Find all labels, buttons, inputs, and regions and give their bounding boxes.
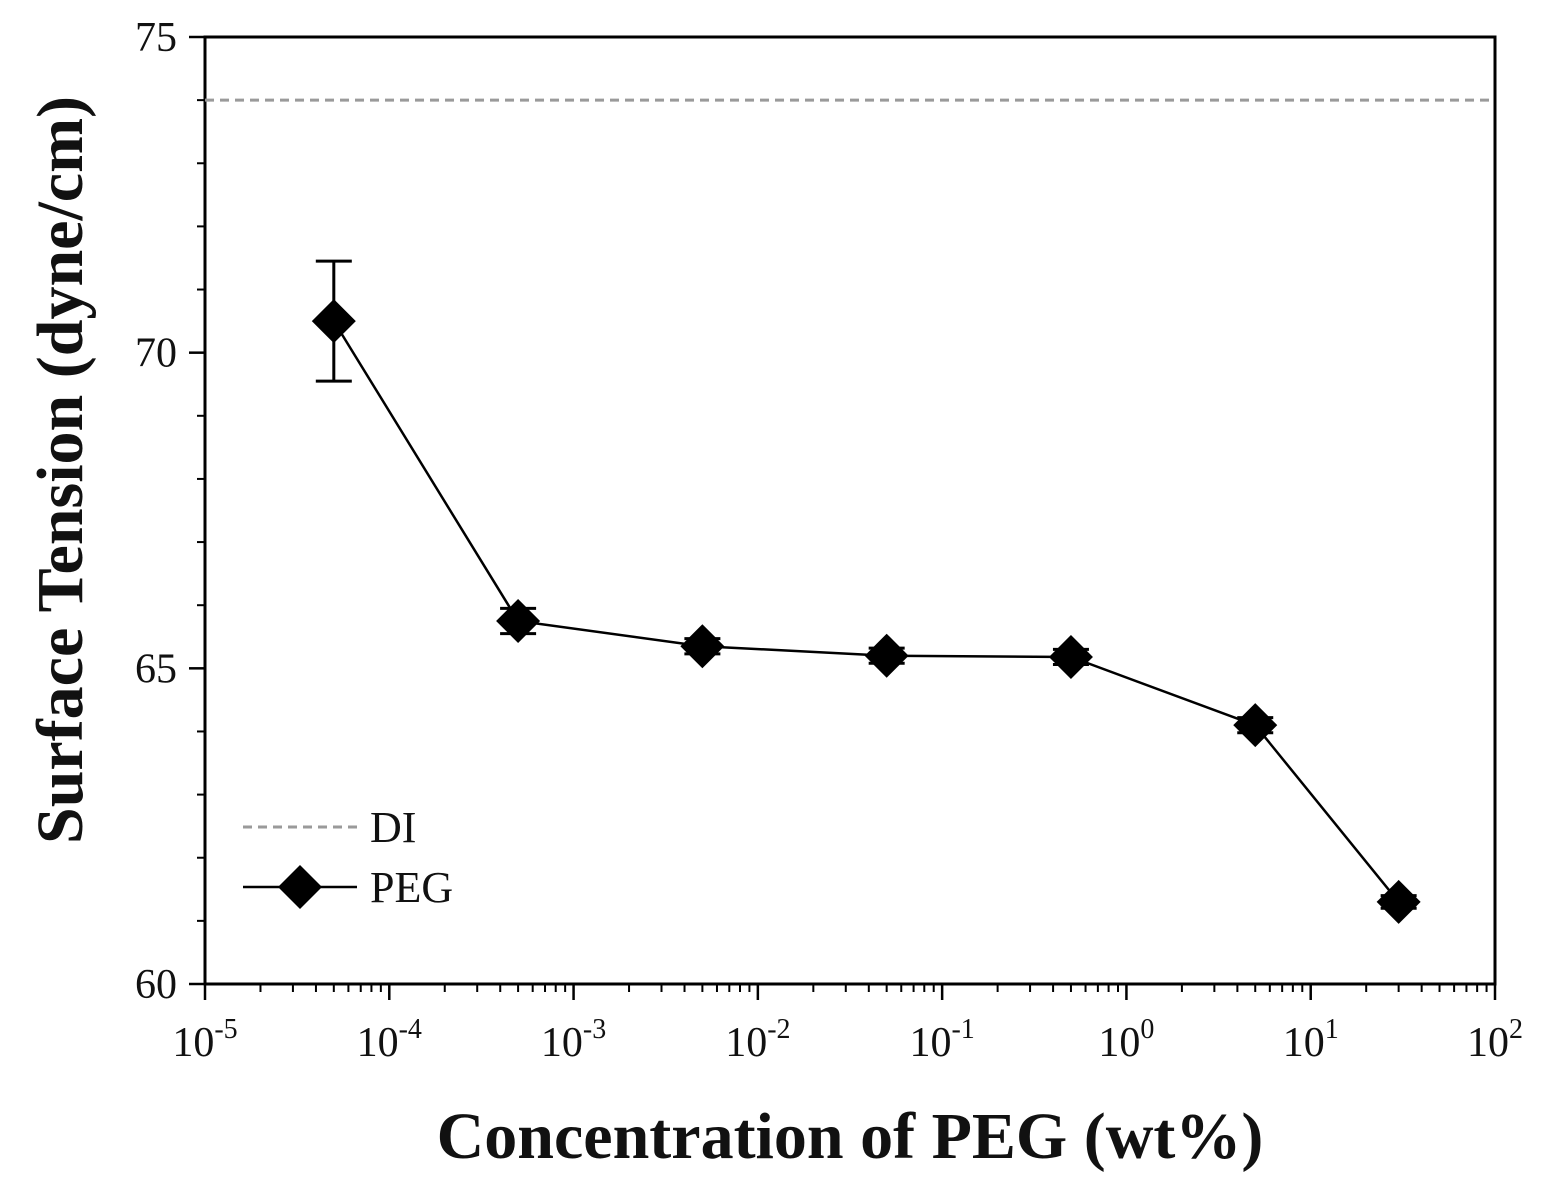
x-axis-title: Concentration of PEG (wt%) (437, 1100, 1264, 1173)
plot-frame (203, 35, 1497, 986)
x-axis-ticks: 10-5 10-4 10-3 10-2 10-1 100 101 102 (172, 984, 1523, 1066)
x-tick-label: 10-5 (172, 1014, 237, 1066)
peg-data-point (1376, 879, 1421, 924)
x-tick-label: 10-1 (909, 1014, 974, 1066)
y-axis-title: Surface Tension (dyne/cm) (24, 96, 97, 844)
legend: DI PEG (243, 803, 453, 912)
peg-data-point (1048, 634, 1093, 679)
y-axis-ticks: 60 65 70 75 (135, 15, 205, 1008)
peg-data-point (496, 598, 541, 643)
peg-data-point (680, 624, 725, 669)
y-tick-label: 75 (135, 15, 177, 61)
peg-data-point (311, 299, 356, 344)
x-tick-label: 100 (1098, 1014, 1154, 1066)
y-tick-label: 70 (135, 331, 177, 377)
x-tick-label: 10-2 (725, 1014, 790, 1066)
x-tick-label: 102 (1467, 1014, 1523, 1066)
peg-series-layer (311, 259, 1421, 924)
peg-data-point (1233, 703, 1278, 748)
x-tick-label: 101 (1283, 1014, 1339, 1066)
legend-peg-marker (278, 865, 322, 909)
legend-peg-label: PEG (370, 863, 453, 912)
y-tick-label: 60 (135, 962, 177, 1008)
x-tick-label: 10-4 (357, 1014, 422, 1066)
x-tick-label: 10-3 (541, 1014, 606, 1066)
peg-series-line (332, 320, 1400, 903)
legend-di-label: DI (370, 803, 416, 852)
peg-data-point (864, 633, 909, 678)
y-tick-label: 65 (135, 646, 177, 692)
